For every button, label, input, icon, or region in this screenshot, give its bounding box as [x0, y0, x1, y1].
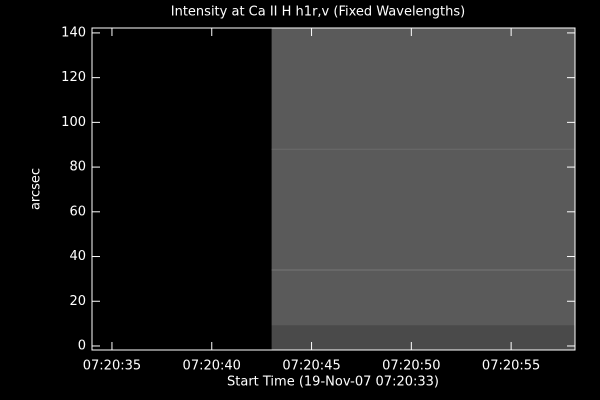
- y-tick-label: 100: [61, 115, 86, 130]
- y-tick-label: 80: [69, 160, 86, 175]
- x-axis-label: Start Time (19-Nov-07 07:20:33): [227, 375, 439, 390]
- x-tick-label: 07:20:45: [282, 359, 340, 374]
- y-tick-label: 120: [61, 70, 86, 85]
- y-tick-label: 0: [78, 338, 86, 353]
- y-tick-label: 20: [69, 294, 86, 309]
- x-tick-label: 07:20:35: [83, 359, 141, 374]
- plot-frame: [91, 27, 576, 351]
- x-tick-label: 07:20:55: [482, 359, 540, 374]
- image-region: [271, 325, 575, 350]
- x-tick-label: 07:20:40: [183, 359, 241, 374]
- image-region: [271, 28, 575, 326]
- y-tick-label: 40: [69, 249, 86, 264]
- y-tick-label: 60: [69, 204, 86, 219]
- chart-title: Intensity at Ca II H h1r,v (Fixed Wavele…: [171, 5, 465, 20]
- x-tick-label: 07:20:50: [382, 359, 440, 374]
- image-region: [92, 28, 272, 350]
- y-axis-label: arcsec: [29, 168, 44, 210]
- y-tick-label: 140: [61, 25, 86, 40]
